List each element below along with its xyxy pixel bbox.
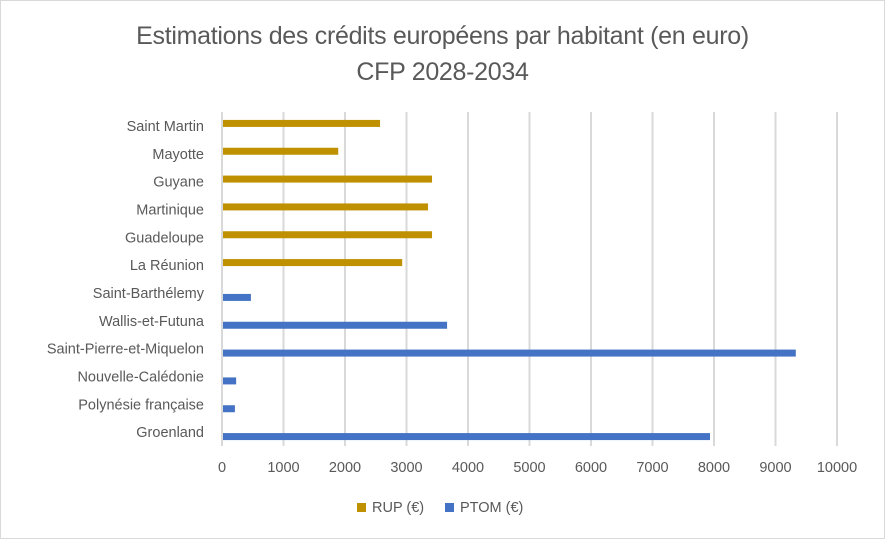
x-tick-label: 6000: [575, 460, 607, 476]
x-tick-label: 1000: [267, 460, 299, 476]
x-tick-label: 2000: [329, 460, 361, 476]
bar-ptom: [223, 377, 237, 385]
x-tick-label: 0: [218, 460, 226, 476]
category-label: Polynésie française: [78, 397, 204, 413]
category-label: Nouvelle-Calédonie: [77, 369, 204, 385]
category-label: Saint Martin: [127, 119, 204, 135]
bar-rup: [223, 231, 433, 239]
bar-ptom: [223, 433, 711, 441]
chart-subtitle: CFP 2028-2034: [356, 58, 529, 86]
bar-ptom: [223, 321, 448, 329]
category-label: Guyane: [153, 175, 204, 191]
gridlines: [221, 112, 838, 446]
bar-ptom: [223, 293, 251, 301]
chart-title: Estimations des crédits européens par ha…: [136, 22, 749, 50]
legend-label-ptom: PTOM (€): [460, 500, 523, 516]
category-label: Saint-Pierre-et-Miquelon: [47, 342, 204, 358]
bar-ptom: [223, 349, 796, 357]
category-label: Mayotte: [152, 147, 204, 163]
legend-swatch-ptom: [445, 503, 454, 512]
bar-rup: [223, 203, 429, 211]
category-label: Groenland: [136, 425, 204, 441]
bar-ptom: [223, 405, 235, 413]
x-tick-label: 8000: [698, 460, 730, 476]
category-label: Martinique: [136, 202, 204, 218]
x-tick-label: 10000: [817, 460, 857, 476]
category-labels: Saint Martin Mayotte Guyane Martinique Guade…: [47, 119, 205, 441]
bars: [223, 119, 796, 441]
x-tick-label: 3000: [390, 460, 422, 476]
bar-rup: [223, 175, 433, 183]
x-tick-label: 9000: [759, 460, 791, 476]
x-tick-label: 5000: [513, 460, 545, 476]
legend: RUP (€) PTOM (€): [357, 500, 523, 516]
category-label: La Réunion: [130, 258, 204, 274]
bar-rup: [223, 147, 339, 155]
category-label: Wallis-et-Futuna: [99, 314, 205, 330]
category-label: Guadeloupe: [125, 230, 204, 246]
x-axis-tick-labels: 0 1000 2000 3000 4000 5000 6000 7000 8000 9000 100…: [218, 460, 857, 476]
legend-label-rup: RUP (€): [372, 500, 424, 516]
x-tick-label: 4000: [452, 460, 484, 476]
bar-rup: [223, 119, 381, 127]
bar-rup: [223, 259, 403, 267]
legend-swatch-rup: [357, 503, 366, 512]
x-tick-label: 7000: [636, 460, 668, 476]
category-label: Saint-Barthélemy: [93, 286, 205, 302]
